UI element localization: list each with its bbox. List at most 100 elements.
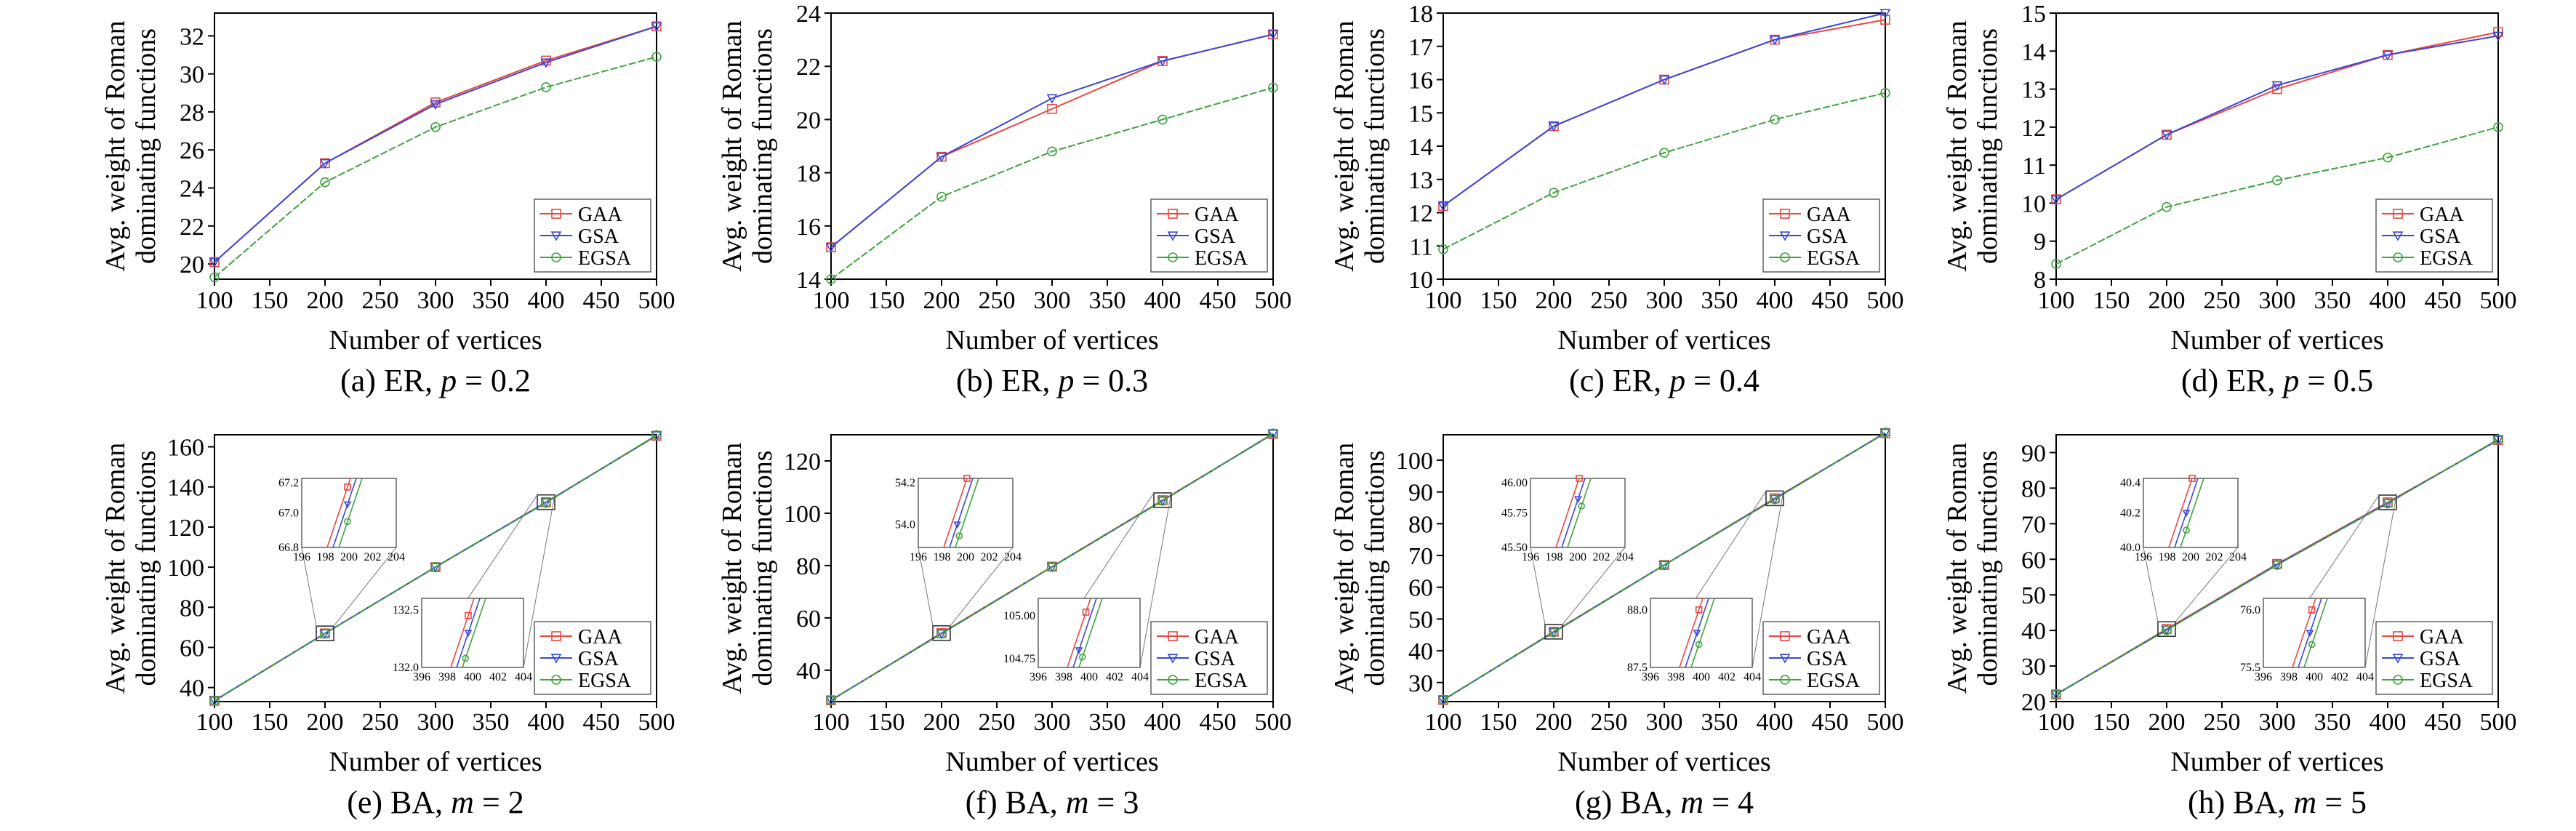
caption-prefix: (c) ER, <box>1569 363 1669 398</box>
x-tick-label: 300 <box>417 287 454 314</box>
y-tick-label: 30 <box>180 62 204 89</box>
caption-suffix: = 0.3 <box>1074 363 1148 398</box>
inset-line-egsa <box>1078 598 1103 668</box>
x-tick-label: 100 <box>196 709 233 736</box>
y-axis-title-line: Avg. weight of Roman <box>717 20 747 271</box>
caption-prefix: (g) BA, <box>1575 784 1680 820</box>
x-tick-label: 250 <box>979 709 1016 736</box>
data-point-gsa <box>430 563 441 573</box>
legend-marker-gsa <box>1779 231 1791 241</box>
x-tick-label: 150 <box>1480 709 1517 736</box>
x-tick-label: 350 <box>2314 287 2351 314</box>
zoom-region-box <box>2378 494 2397 510</box>
y-tick-label: 90 <box>2021 440 2046 467</box>
data-point-egsa <box>209 272 220 283</box>
data-point-gsa <box>2161 130 2172 140</box>
legend-label-gaa: GAA <box>2420 626 2464 649</box>
y-tick-label: 20 <box>796 107 821 134</box>
series-line-gsa <box>214 25 657 263</box>
data-point-gsa <box>1046 563 1058 573</box>
inset-x-tick-label: 196 <box>910 551 927 563</box>
x-tick-label: 150 <box>2093 709 2130 736</box>
x-tick-label: 150 <box>868 287 905 314</box>
inset-line-gaa <box>1555 478 1580 548</box>
data-point-egsa <box>1047 146 1057 157</box>
inset-x-tick-label: 202 <box>2206 551 2223 563</box>
inset-connector <box>2364 494 2397 668</box>
y-tick-label: 18 <box>1408 1 1433 28</box>
legend-marker-egsa <box>1168 675 1178 685</box>
caption-suffix: = 0.4 <box>1685 363 1760 398</box>
inset-y-tick-label: 40.4 <box>2120 477 2140 489</box>
y-tick-label: 60 <box>180 635 204 662</box>
data-point-egsa <box>430 562 441 572</box>
inset-y-tick-label: 40.2 <box>2120 507 2140 520</box>
legend-box <box>2375 198 2493 273</box>
inset-connector <box>1139 492 1172 668</box>
y-tick-label: 40 <box>796 658 821 685</box>
inset-marker-gaa <box>465 611 472 619</box>
data-point-gsa <box>540 58 552 68</box>
y-tick-label: 120 <box>167 515 204 542</box>
y-axis-title: Avg. weight of Romandominating functions <box>100 443 161 694</box>
legend-marker-gsa <box>1779 654 1791 664</box>
zoom-region-box <box>932 625 951 641</box>
panel-caption: (d) ER, p = 0.5 <box>2181 363 2373 398</box>
y-tick-label: 60 <box>2021 547 2046 574</box>
y-tick-label: 80 <box>1408 511 1433 538</box>
panel-caption: (f) BA, m = 3 <box>966 784 1139 820</box>
inset-x-tick-label: 400 <box>1693 671 1710 683</box>
zoom-inset: 396 398 400 402 404 88.0 87.5 <box>1627 491 1784 683</box>
inset-line-egsa <box>955 478 979 548</box>
inset-marker-egsa <box>955 532 963 539</box>
inset-y-tick-label: 88.0 <box>1627 604 1648 617</box>
data-point-gsa <box>1658 561 1670 571</box>
x-tick-label: 250 <box>979 287 1016 314</box>
inset-marker-gaa <box>1082 609 1090 616</box>
legend-marker-egsa <box>551 675 561 685</box>
inset-x-tick-label: 402 <box>1106 671 1123 683</box>
data-point-gsa <box>2382 50 2394 61</box>
x-tick-label: 450 <box>1200 709 1237 736</box>
zoom-inset: 396 398 400 402 404 105.00 104.75 <box>1003 492 1172 683</box>
y-tick-label: 11 <box>2022 153 2046 180</box>
legend-marker-gsa <box>1167 654 1179 664</box>
data-point-gsa <box>1157 57 1168 67</box>
inset-x-tick-label: 196 <box>2135 551 2152 563</box>
x-tick-label: 500 <box>1867 709 1904 736</box>
inset-y-tick-label: 40.0 <box>2120 542 2140 554</box>
x-tick-label: 500 <box>1867 287 1904 314</box>
x-tick-label: 500 <box>638 709 675 736</box>
x-tick-label: 250 <box>362 287 399 314</box>
legend-label-egsa: EGSA <box>578 247 632 270</box>
y-tick-label: 60 <box>796 606 821 633</box>
legend-label-egsa: EGSA <box>2420 670 2473 692</box>
y-tick-label: 16 <box>1408 68 1433 95</box>
data-point-egsa <box>1659 560 1669 570</box>
x-tick-label: 300 <box>1646 709 1683 736</box>
y-tick-label: 140 <box>167 475 204 502</box>
inset-connector <box>950 547 1014 627</box>
chart-panel-7: 100 150 200 250 300 350 400 450 500 20 30 40 50 60 70 8… <box>1942 434 2517 820</box>
inset-x-tick-label: 404 <box>515 671 532 683</box>
data-point-egsa <box>936 628 947 639</box>
x-tick-label: 100 <box>196 287 233 314</box>
legend-label-gsa: GSA <box>2420 648 2461 670</box>
series-line-gaa <box>1443 19 1886 207</box>
caption-prefix: (f) BA, <box>966 784 1066 820</box>
panel-caption: (c) ER, p = 0.4 <box>1569 363 1760 398</box>
data-point-gsa <box>2050 195 2062 205</box>
data-point-egsa <box>2051 689 2061 699</box>
inset-x-tick-label: 396 <box>2255 671 2272 683</box>
x-tick-label: 150 <box>252 709 289 736</box>
inset-x-tick-label: 202 <box>981 551 998 563</box>
zoom-inset: 396 398 400 402 404 76.0 75.5 <box>2240 494 2397 683</box>
legend-marker-egsa <box>2393 252 2403 262</box>
inset-y-tick-label: 54.2 <box>895 477 915 489</box>
legend-marker-gsa <box>550 654 562 664</box>
inset-x-tick-label: 198 <box>934 551 951 563</box>
zoom-inset: 396 398 400 402 404 132.5 132.0 <box>393 494 555 683</box>
x-tick-label: 400 <box>528 287 565 314</box>
